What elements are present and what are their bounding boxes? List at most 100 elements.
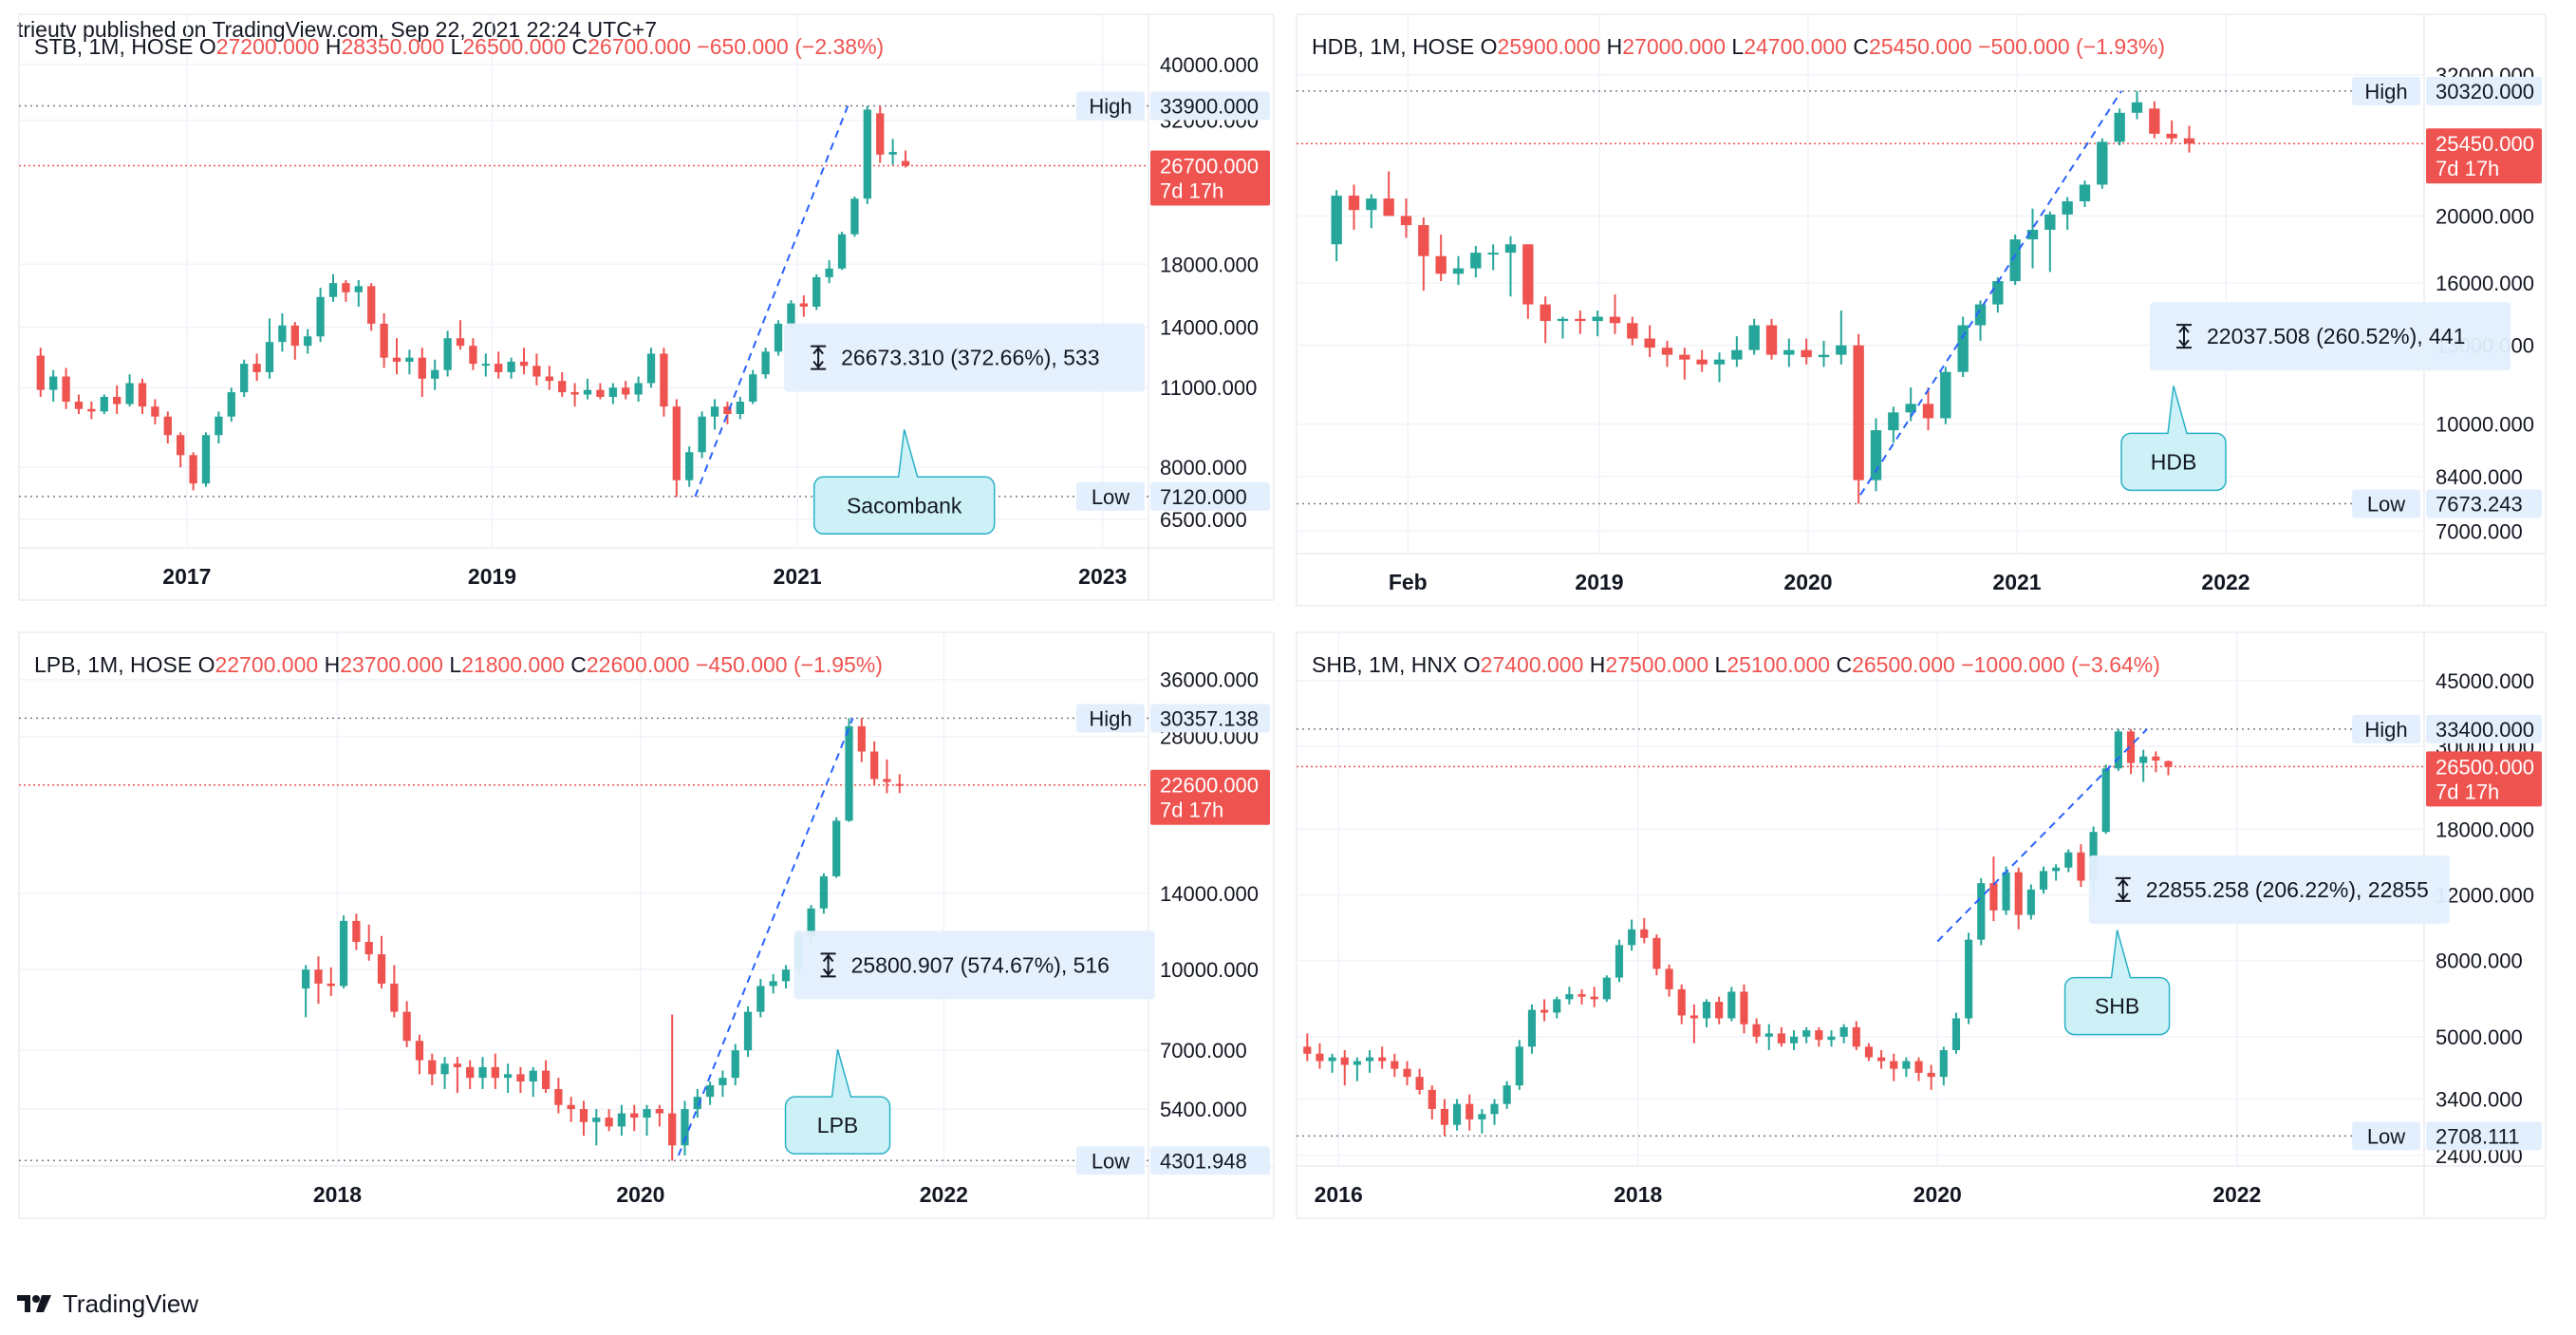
- candle-body[interactable]: [2101, 768, 2110, 833]
- candle-body[interactable]: [774, 323, 783, 352]
- candle-body[interactable]: [655, 1109, 663, 1114]
- candle-body[interactable]: [1853, 345, 1864, 480]
- candle-body[interactable]: [163, 416, 172, 436]
- candle-body[interactable]: [1565, 994, 1574, 1000]
- candle-body[interactable]: [698, 416, 706, 453]
- candle-body[interactable]: [749, 374, 757, 403]
- candle-body[interactable]: [1689, 1015, 1698, 1019]
- candle-body[interactable]: [736, 402, 744, 415]
- candle-body[interactable]: [100, 397, 108, 412]
- candle-body[interactable]: [532, 366, 541, 377]
- candle-body[interactable]: [390, 983, 399, 1012]
- candle-body[interactable]: [1679, 354, 1690, 360]
- candle-body[interactable]: [201, 435, 211, 484]
- candle-body[interactable]: [1490, 1103, 1499, 1115]
- candle-body[interactable]: [731, 1050, 739, 1079]
- candle-body[interactable]: [265, 342, 274, 372]
- candle-body[interactable]: [1553, 999, 1561, 1013]
- candle-body[interactable]: [495, 364, 503, 372]
- candle-body[interactable]: [769, 981, 777, 987]
- candle-body[interactable]: [1877, 1057, 1886, 1062]
- candle-body[interactable]: [630, 1113, 639, 1119]
- candle-body[interactable]: [883, 779, 891, 782]
- candle-body[interactable]: [1440, 1108, 1449, 1125]
- candle-body[interactable]: [1452, 268, 1465, 274]
- candle-body[interactable]: [1827, 1036, 1836, 1041]
- candle-body[interactable]: [596, 389, 605, 398]
- chart-panel-lpb[interactable]: 36000.00028000.00014000.00010000.0007000…: [18, 631, 1275, 1219]
- candle-body[interactable]: [1677, 988, 1686, 1016]
- candle-body[interactable]: [1609, 316, 1621, 324]
- candle-body[interactable]: [1331, 196, 1342, 245]
- measure-box[interactable]: [2088, 855, 2450, 924]
- candle-body[interactable]: [1740, 991, 1748, 1025]
- candle-body[interactable]: [1628, 929, 1636, 946]
- candle-body[interactable]: [1890, 1061, 1898, 1069]
- candle-body[interactable]: [1914, 1061, 1923, 1073]
- candle-body[interactable]: [608, 387, 617, 398]
- candle-body[interactable]: [125, 383, 134, 404]
- candle-body[interactable]: [290, 325, 299, 347]
- candle-body[interactable]: [870, 751, 879, 780]
- candle-body[interactable]: [1590, 996, 1598, 1000]
- candle-body[interactable]: [1503, 1085, 1511, 1104]
- measure-box[interactable]: [793, 931, 1155, 1000]
- callout-bubble[interactable]: [784, 1048, 891, 1155]
- candle-body[interactable]: [138, 383, 147, 407]
- candle-body[interactable]: [1731, 349, 1743, 360]
- measure-box[interactable]: [784, 323, 1146, 392]
- candle-body[interactable]: [832, 820, 841, 876]
- candle-body[interactable]: [1415, 1077, 1424, 1090]
- measure-box[interactable]: [2150, 302, 2511, 371]
- candle-body[interactable]: [478, 1066, 487, 1079]
- candle-body[interactable]: [507, 361, 515, 372]
- candle-body[interactable]: [1378, 1057, 1387, 1062]
- chart-panel-stb[interactable]: 40000.00032000.00018000.00014000.0001100…: [18, 13, 1275, 601]
- candle-body[interactable]: [643, 1109, 651, 1119]
- candle-body[interactable]: [1328, 1057, 1336, 1062]
- candle-body[interactable]: [1957, 325, 1969, 372]
- candle-body[interactable]: [453, 1063, 462, 1067]
- candle-body[interactable]: [352, 920, 361, 943]
- candle-body[interactable]: [1815, 1030, 1823, 1041]
- candle-body[interactable]: [2062, 201, 2073, 215]
- candle-body[interactable]: [1839, 1026, 1848, 1037]
- candle-body[interactable]: [314, 969, 323, 984]
- candle-body[interactable]: [469, 346, 477, 365]
- candle-body[interactable]: [545, 376, 553, 382]
- candle-body[interactable]: [2126, 731, 2136, 763]
- candle-body[interactable]: [1777, 1033, 1785, 1044]
- candle-body[interactable]: [1974, 304, 1987, 326]
- candle-body[interactable]: [1802, 1030, 1811, 1037]
- candle-body[interactable]: [1644, 338, 1655, 348]
- candle-body[interactable]: [405, 357, 414, 362]
- candle-body[interactable]: [1577, 994, 1586, 997]
- candle-body[interactable]: [1592, 316, 1603, 322]
- trend-line[interactable]: [694, 105, 849, 498]
- candle-body[interactable]: [87, 408, 96, 412]
- candle-body[interactable]: [723, 406, 732, 415]
- candle-body[interactable]: [850, 198, 859, 235]
- candle-body[interactable]: [2152, 756, 2160, 762]
- candle-body[interactable]: [1303, 1046, 1312, 1054]
- candle-body[interactable]: [685, 452, 694, 480]
- candle-body[interactable]: [617, 1113, 626, 1127]
- candle-body[interactable]: [177, 435, 185, 456]
- candle-body[interactable]: [1403, 1068, 1411, 1078]
- candle-body[interactable]: [863, 109, 871, 199]
- candle-body[interactable]: [1801, 349, 1812, 358]
- candle-body[interactable]: [367, 286, 376, 324]
- candle-body[interactable]: [1465, 1103, 1474, 1119]
- candle-body[interactable]: [49, 376, 58, 390]
- candle-body[interactable]: [1665, 968, 1673, 989]
- candle-body[interactable]: [1764, 1033, 1773, 1037]
- candle-body[interactable]: [304, 336, 312, 347]
- candle-body[interactable]: [1640, 929, 1649, 938]
- candle-body[interactable]: [316, 296, 325, 337]
- chart-panel-shb[interactable]: 45000.00030000.00018000.00012000.0008000…: [1296, 631, 2547, 1219]
- candle-body[interactable]: [2183, 138, 2195, 144]
- candle-body[interactable]: [302, 969, 310, 989]
- candle-body[interactable]: [1487, 253, 1499, 255]
- candle-body[interactable]: [761, 351, 770, 375]
- candle-body[interactable]: [1391, 1061, 1399, 1069]
